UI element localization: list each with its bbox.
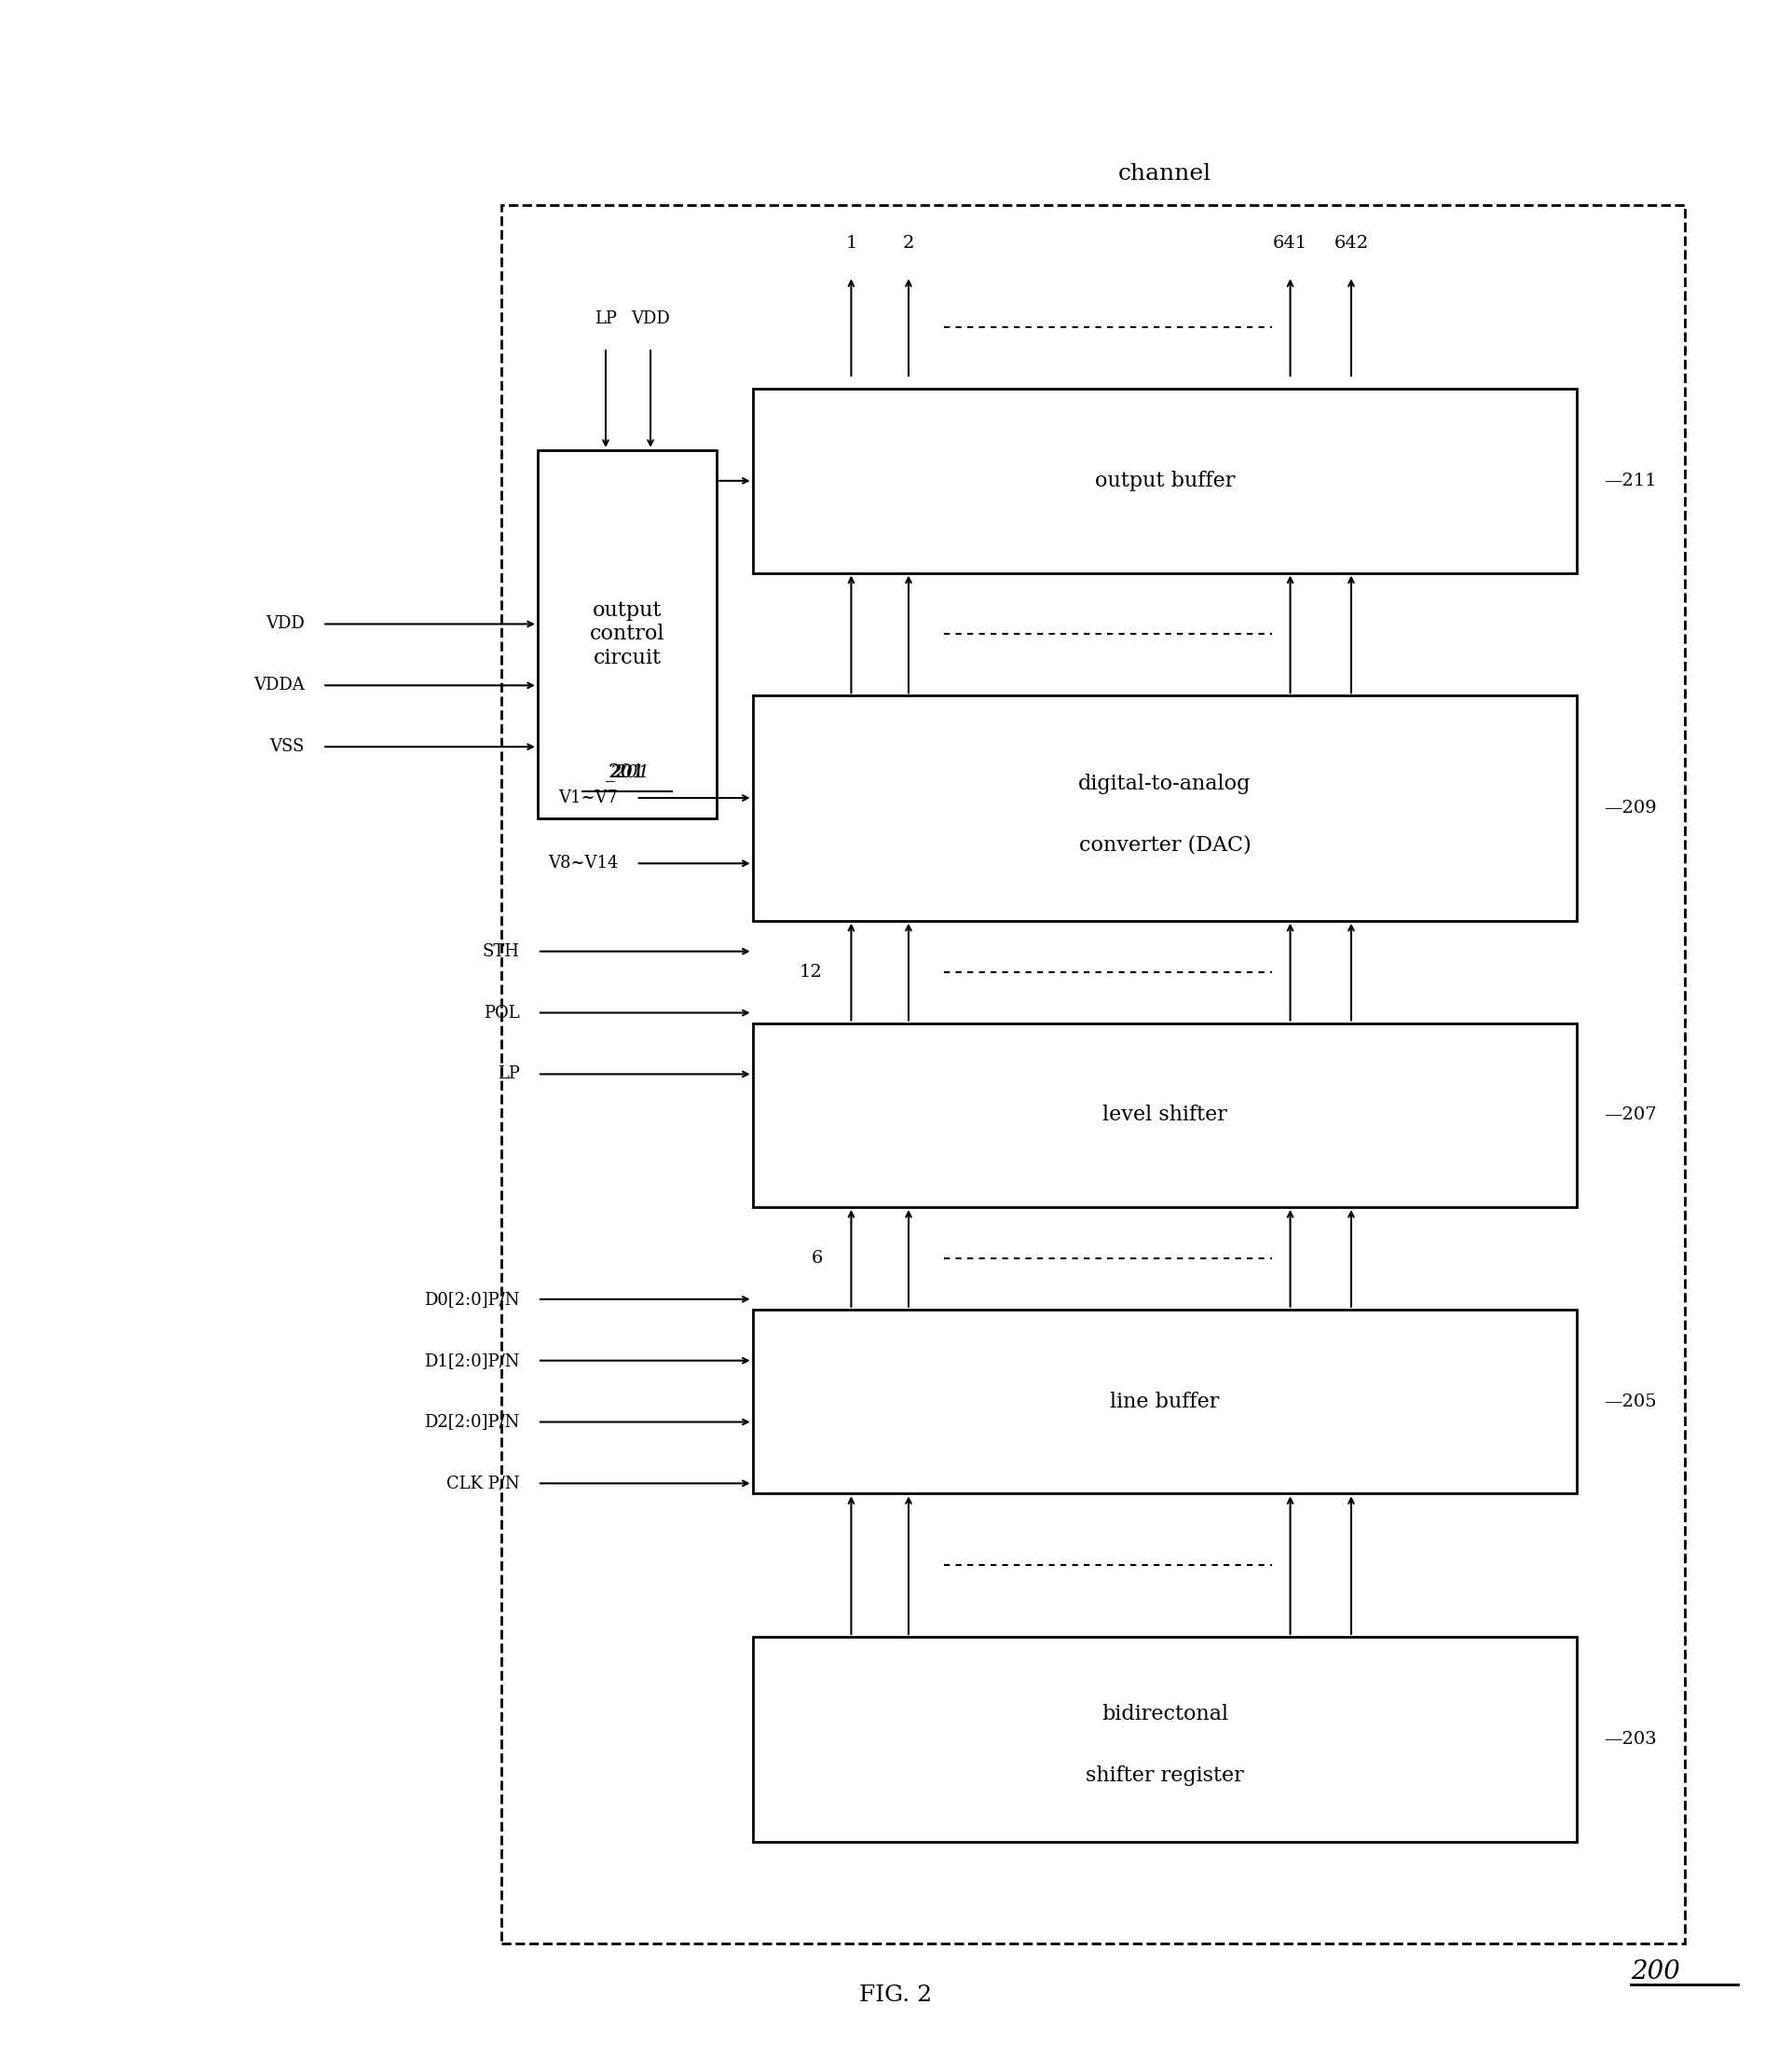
Text: V1~V7: V1~V7: [559, 790, 618, 806]
Text: —211: —211: [1604, 473, 1656, 489]
Text: —209: —209: [1604, 800, 1658, 816]
Text: D2[2:0]P/N: D2[2:0]P/N: [425, 1414, 520, 1430]
Text: LP: LP: [498, 1066, 520, 1082]
Text: VDD: VDD: [265, 616, 305, 632]
Text: line buffer: line buffer: [1109, 1391, 1220, 1412]
Text: 2: 2: [903, 235, 914, 252]
Text: V8~V14: V8~V14: [548, 855, 618, 872]
FancyBboxPatch shape: [753, 696, 1577, 921]
Text: —207: —207: [1604, 1107, 1656, 1123]
Text: 641: 641: [1272, 235, 1308, 252]
Text: _201: _201: [606, 763, 649, 782]
Text: 1: 1: [846, 235, 857, 252]
Text: channel: channel: [1118, 164, 1211, 184]
Text: STH: STH: [482, 943, 520, 960]
Text: 200: 200: [1631, 1960, 1679, 1985]
Text: digital-to-analog: digital-to-analog: [1079, 773, 1251, 794]
Text: FIG. 2: FIG. 2: [860, 1985, 932, 2005]
Text: 642: 642: [1333, 235, 1369, 252]
Text: output buffer: output buffer: [1095, 471, 1235, 491]
Text: D0[2:0]P/N: D0[2:0]P/N: [425, 1291, 520, 1307]
Text: POL: POL: [484, 1005, 520, 1021]
FancyBboxPatch shape: [753, 1023, 1577, 1207]
Text: D1[2:0]P/N: D1[2:0]P/N: [425, 1352, 520, 1369]
FancyBboxPatch shape: [538, 450, 717, 818]
FancyBboxPatch shape: [753, 389, 1577, 573]
Text: output
control
circuit: output control circuit: [590, 599, 665, 669]
FancyBboxPatch shape: [502, 205, 1684, 1944]
Text: bidirectonal: bidirectonal: [1102, 1704, 1228, 1725]
Text: 201: 201: [609, 765, 645, 782]
Text: VSS: VSS: [271, 739, 305, 755]
Text: —203: —203: [1604, 1731, 1658, 1747]
Text: LP: LP: [595, 311, 616, 327]
Text: converter (DAC): converter (DAC): [1079, 835, 1251, 855]
Text: 201: 201: [609, 763, 645, 782]
FancyBboxPatch shape: [753, 1637, 1577, 1841]
FancyBboxPatch shape: [753, 1309, 1577, 1494]
Text: 12: 12: [799, 964, 823, 980]
Text: VDDA: VDDA: [254, 677, 305, 694]
Text: —205: —205: [1604, 1393, 1656, 1410]
Text: 6: 6: [812, 1250, 823, 1266]
Text: shifter register: shifter register: [1086, 1766, 1244, 1786]
Text: VDD: VDD: [631, 311, 670, 327]
Text: level shifter: level shifter: [1102, 1105, 1228, 1125]
Text: CLK P/N: CLK P/N: [446, 1475, 520, 1492]
